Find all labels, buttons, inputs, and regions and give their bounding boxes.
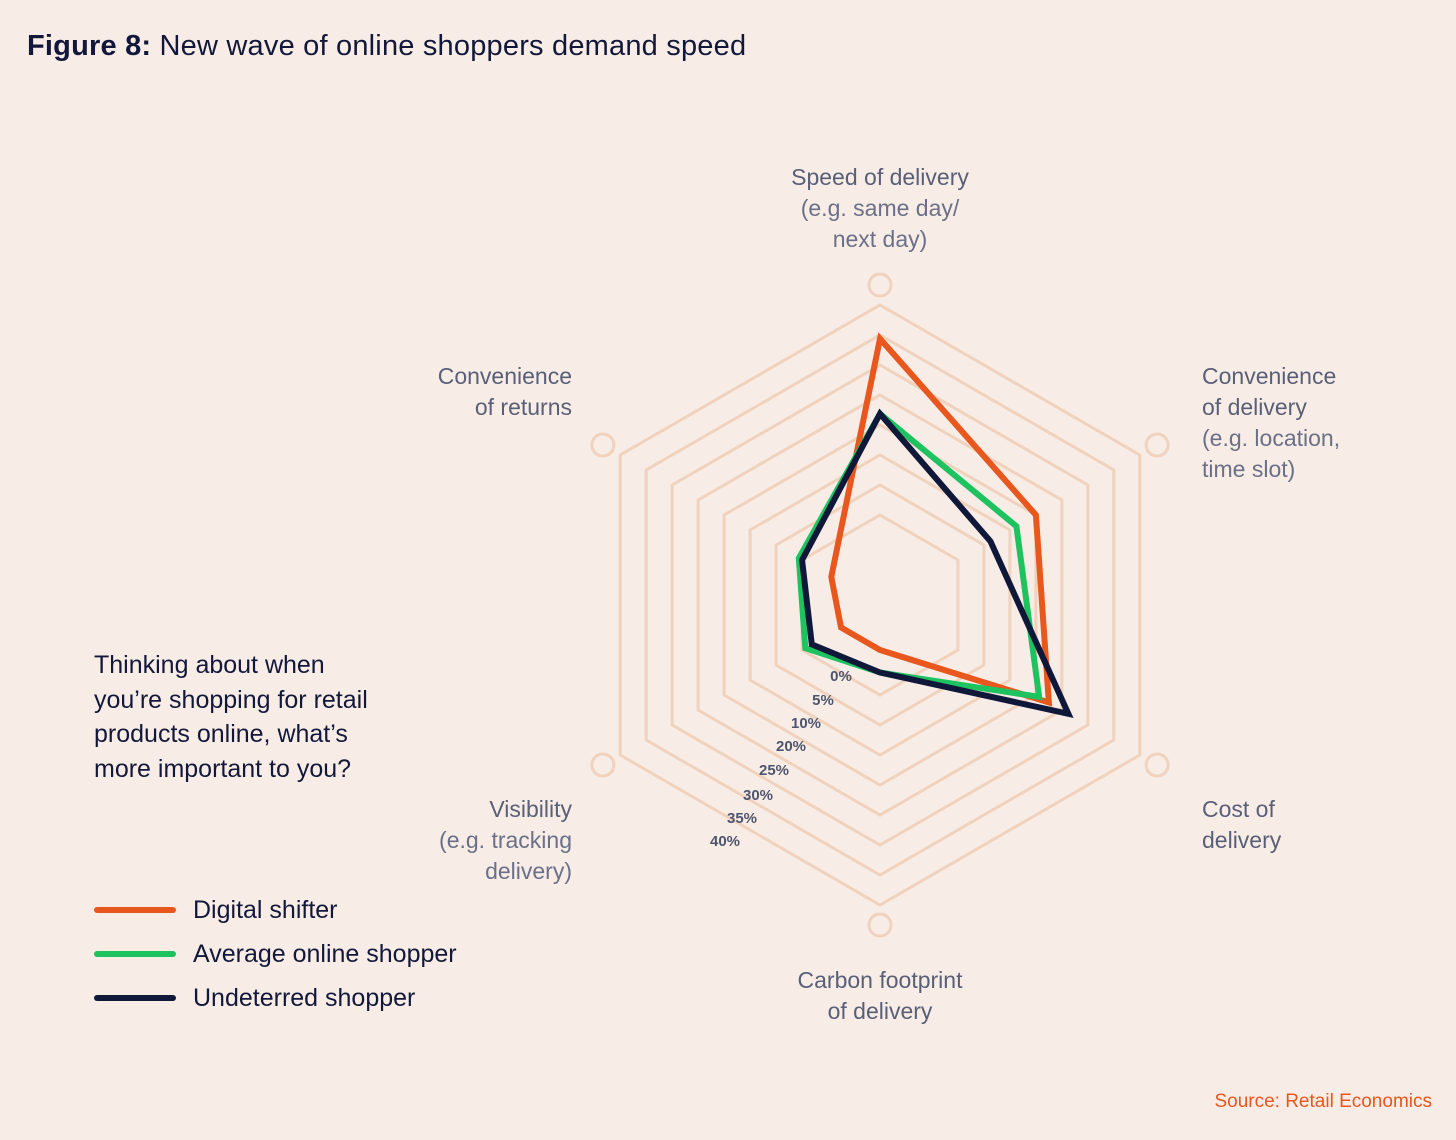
axis-label-title-2: of returns	[474, 394, 572, 420]
axis-marker	[1144, 752, 1170, 778]
axis-marker	[867, 272, 893, 298]
axis-label-cost-of-delivery: Cost of delivery	[1202, 794, 1442, 856]
axis-label-convenience-of-returns: Convenience of returns	[332, 361, 572, 423]
axis-marker	[867, 912, 893, 938]
tick-label: 0%	[830, 668, 852, 685]
axis-label-title: Speed of delivery	[791, 164, 969, 190]
axis-marker	[1144, 432, 1170, 458]
tick-label: 35%	[727, 810, 757, 827]
legend-swatch	[94, 995, 176, 1001]
tick-label: 25%	[759, 762, 789, 779]
radar-grid	[590, 272, 1170, 938]
axis-label-sub: (e.g. location,	[1202, 425, 1341, 451]
tick-label: 20%	[776, 738, 806, 755]
axis-label-visibility: Visibility (e.g. tracking delivery)	[332, 794, 572, 887]
axis-label-sub: (e.g. same day/	[800, 195, 960, 221]
axis-label-sub: (e.g. tracking	[439, 827, 572, 853]
axis-label-title: Carbon footprint	[797, 967, 963, 993]
grid-ring	[618, 303, 1142, 907]
axis-marker	[590, 752, 616, 778]
axis-label-sub: delivery)	[485, 858, 572, 884]
tick-label: 10%	[791, 715, 821, 732]
legend-item-digital-shifter: Digital shifter	[94, 888, 457, 932]
axis-label-speed-of-delivery: Speed of delivery (e.g. same day/ next d…	[730, 162, 1030, 255]
chart-title: Figure 8: New wave of online shoppers de…	[27, 30, 746, 63]
axis-label-title: Convenience	[1202, 363, 1337, 389]
legend-swatch	[94, 951, 176, 957]
legend: Digital shifter Average online shopper U…	[94, 888, 457, 1020]
radar-series	[795, 332, 1074, 718]
axis-label-title-2: delivery	[1202, 827, 1282, 853]
axis-label-title: Cost of	[1202, 796, 1275, 822]
axis-label-title: Visibility	[489, 796, 572, 822]
grid-ring	[748, 453, 1012, 757]
grid-ring	[696, 393, 1064, 817]
legend-item-average-online-shopper: Average online shopper	[94, 932, 457, 976]
figure-number: Figure 8:	[27, 30, 152, 62]
axis-label-convenience-of-delivery: Convenience of delivery (e.g. location, …	[1202, 361, 1442, 485]
grid-ring	[722, 423, 1038, 787]
axis-label-title-2: of delivery	[1202, 394, 1307, 420]
axis-label-sub: time slot)	[1202, 456, 1296, 482]
legend-swatch	[94, 907, 176, 913]
axis-label-title-2: of delivery	[827, 998, 933, 1024]
axis-label-carbon-footprint: Carbon footprint of delivery	[730, 965, 1030, 1027]
series-line-digital-shifter	[828, 332, 1053, 707]
tick-label: 40%	[710, 833, 740, 850]
survey-question: Thinking about when you’re shopping for …	[94, 651, 368, 783]
grid-ring	[670, 363, 1090, 847]
tick-label: 5%	[812, 692, 834, 709]
radar-tick-labels: 0% 5% 10% 20% 25% 30% 35% 40%	[710, 668, 852, 850]
source-note: Source: Retail Economics	[1214, 1091, 1432, 1112]
legend-label: Average online shopper	[193, 939, 457, 968]
tick-label: 30%	[743, 787, 773, 804]
figure-title-text: New wave of online shoppers demand speed	[159, 30, 747, 62]
legend-item-undeterred-shopper: Undeterred shopper	[94, 976, 457, 1020]
legend-label: Undeterred shopper	[193, 983, 416, 1012]
axis-marker	[590, 432, 616, 458]
axis-label-sub: next day)	[832, 226, 928, 252]
grid-ring	[774, 483, 986, 727]
series-line-undeterred-shopper	[798, 408, 1074, 718]
grid-ring	[644, 333, 1116, 877]
legend-label: Digital shifter	[193, 895, 338, 924]
axis-label-title: Convenience	[437, 363, 572, 389]
